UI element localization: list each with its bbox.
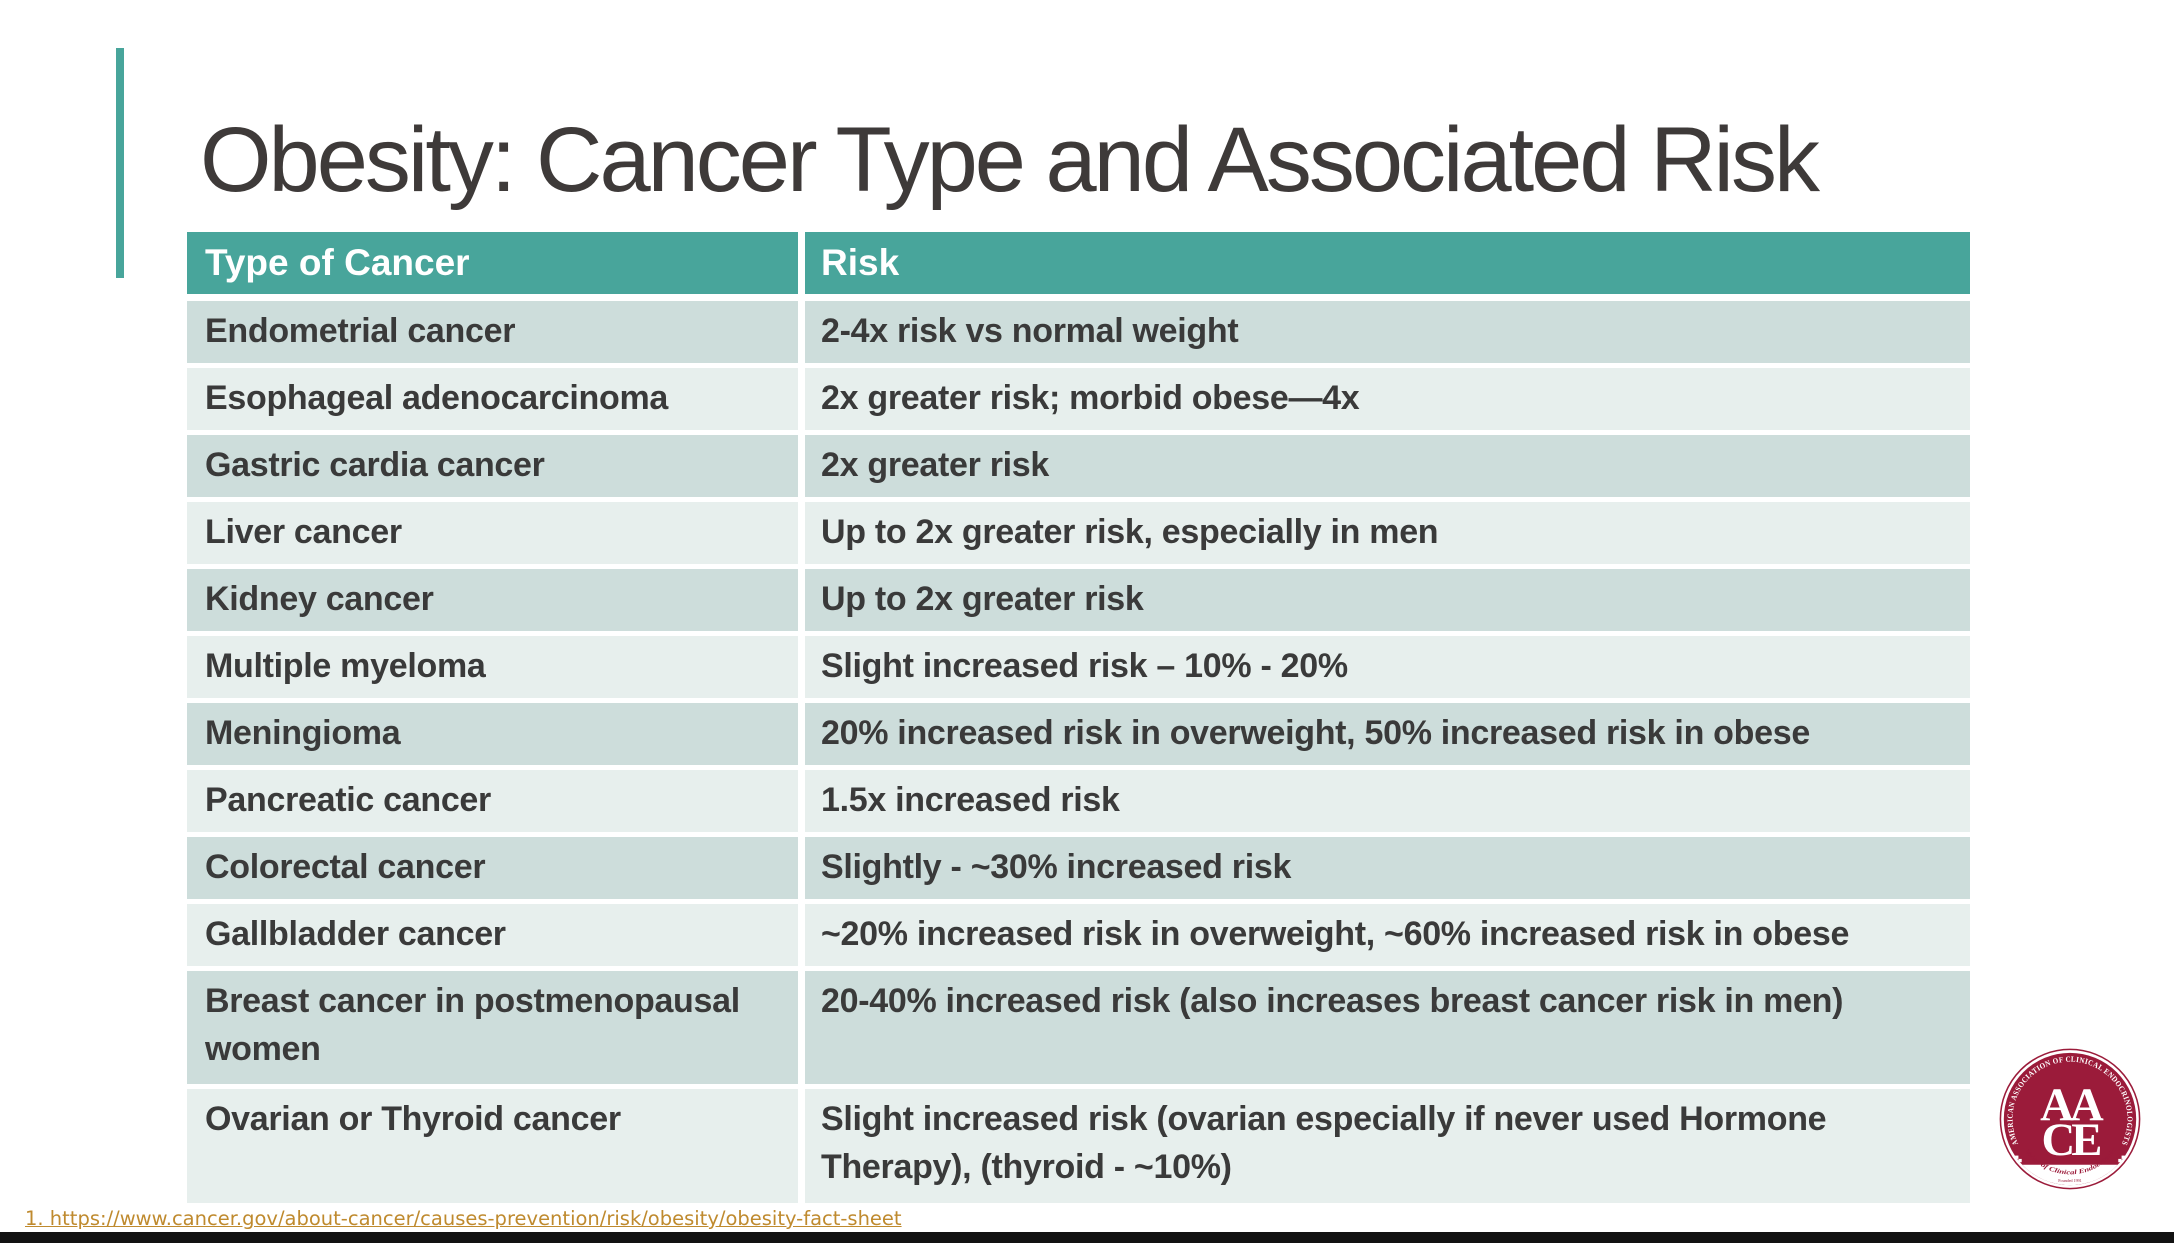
table-row: Pancreatic cancer 1.5x increased risk — [187, 770, 1970, 832]
cancer-type-cell: Gastric cardia cancer — [187, 435, 798, 497]
column-header-risk: Risk — [805, 232, 1970, 294]
risk-cell: Up to 2x greater risk — [805, 569, 1970, 631]
cancer-type-cell: Meningioma — [187, 703, 798, 765]
risk-cell: Up to 2x greater risk, especially in men — [805, 502, 1970, 564]
table-row: Gallbladder cancer ~20% increased risk i… — [187, 904, 1970, 966]
cancer-type-cell: Esophageal adenocarcinoma — [187, 368, 798, 430]
table-row: Multiple myeloma Slight increased risk –… — [187, 636, 1970, 698]
logo-checker-right — [2118, 1155, 2125, 1163]
risk-cell: 2x greater risk; morbid obese—4x — [805, 368, 1970, 430]
table-row: Meningioma 20% increased risk in overwei… — [187, 703, 1970, 765]
logo-bottom-crescent — [2022, 1164, 2118, 1186]
risk-cell: 20-40% increased risk (also increases br… — [805, 971, 1970, 1084]
risk-cell: 2x greater risk — [805, 435, 1970, 497]
table-row: Breast cancer in postmenopausal women 20… — [187, 971, 1970, 1084]
column-header-type-of-cancer: Type of Cancer — [187, 232, 798, 294]
cancer-risk-table: Type of Cancer Risk Endometrial cancer 2… — [187, 232, 1970, 1208]
logo-founded-text: Founded 1991 — [2058, 1178, 2081, 1183]
cancer-type-cell: Pancreatic cancer — [187, 770, 798, 832]
cancer-type-cell: Liver cancer — [187, 502, 798, 564]
logo-disc — [2003, 1052, 2137, 1186]
cancer-type-cell: Kidney cancer — [187, 569, 798, 631]
risk-cell: 20% increased risk in overweight, 50% in… — [805, 703, 1970, 765]
table-header-row: Type of Cancer Risk — [187, 232, 1970, 294]
title-accent-bar — [116, 48, 124, 278]
aace-logo: AMERICAN ASSOCIATION OF CLINICAL ENDOCRI… — [1999, 1048, 2141, 1190]
table-row: Ovarian or Thyroid cancer Slight increas… — [187, 1089, 1970, 1203]
logo-monogram-ce: CE — [2041, 1114, 2100, 1166]
risk-cell: Slight increased risk – 10% - 20% — [805, 636, 1970, 698]
risk-cell: Slight increased risk (ovarian especiall… — [805, 1089, 1970, 1203]
logo-checker-left — [2015, 1155, 2022, 1163]
citation-link[interactable]: 1. https://www.cancer.gov/about-cancer/c… — [25, 1207, 902, 1230]
table-row: Liver cancer Up to 2x greater risk, espe… — [187, 502, 1970, 564]
cancer-type-cell: Endometrial cancer — [187, 301, 798, 363]
table-row: Esophageal adenocarcinoma 2x greater ris… — [187, 368, 1970, 430]
logo-monogram-aa: AA — [2040, 1079, 2104, 1131]
cancer-type-cell: Multiple myeloma — [187, 636, 798, 698]
table-body: Endometrial cancer 2-4x risk vs normal w… — [187, 301, 1970, 1203]
table-row: Kidney cancer Up to 2x greater risk — [187, 569, 1970, 631]
page-title: Obesity: Cancer Type and Associated Risk — [200, 109, 1820, 211]
table-row: Endometrial cancer 2-4x risk vs normal w… — [187, 301, 1970, 363]
risk-cell: 2-4x risk vs normal weight — [805, 301, 1970, 363]
cancer-type-cell: Breast cancer in postmenopausal women — [187, 971, 798, 1084]
table-row: Gastric cardia cancer 2x greater risk — [187, 435, 1970, 497]
cancer-type-cell: Ovarian or Thyroid cancer — [187, 1089, 798, 1203]
risk-cell: 1.5x increased risk — [805, 770, 1970, 832]
risk-cell: ~20% increased risk in overweight, ~60% … — [805, 904, 1970, 966]
window-bottom-bar — [0, 1232, 2174, 1243]
risk-cell: Slightly - ~30% increased risk — [805, 837, 1970, 899]
cancer-type-cell: Gallbladder cancer — [187, 904, 798, 966]
cancer-type-cell: Colorectal cancer — [187, 837, 798, 899]
table-row: Colorectal cancer Slightly - ~30% increa… — [187, 837, 1970, 899]
